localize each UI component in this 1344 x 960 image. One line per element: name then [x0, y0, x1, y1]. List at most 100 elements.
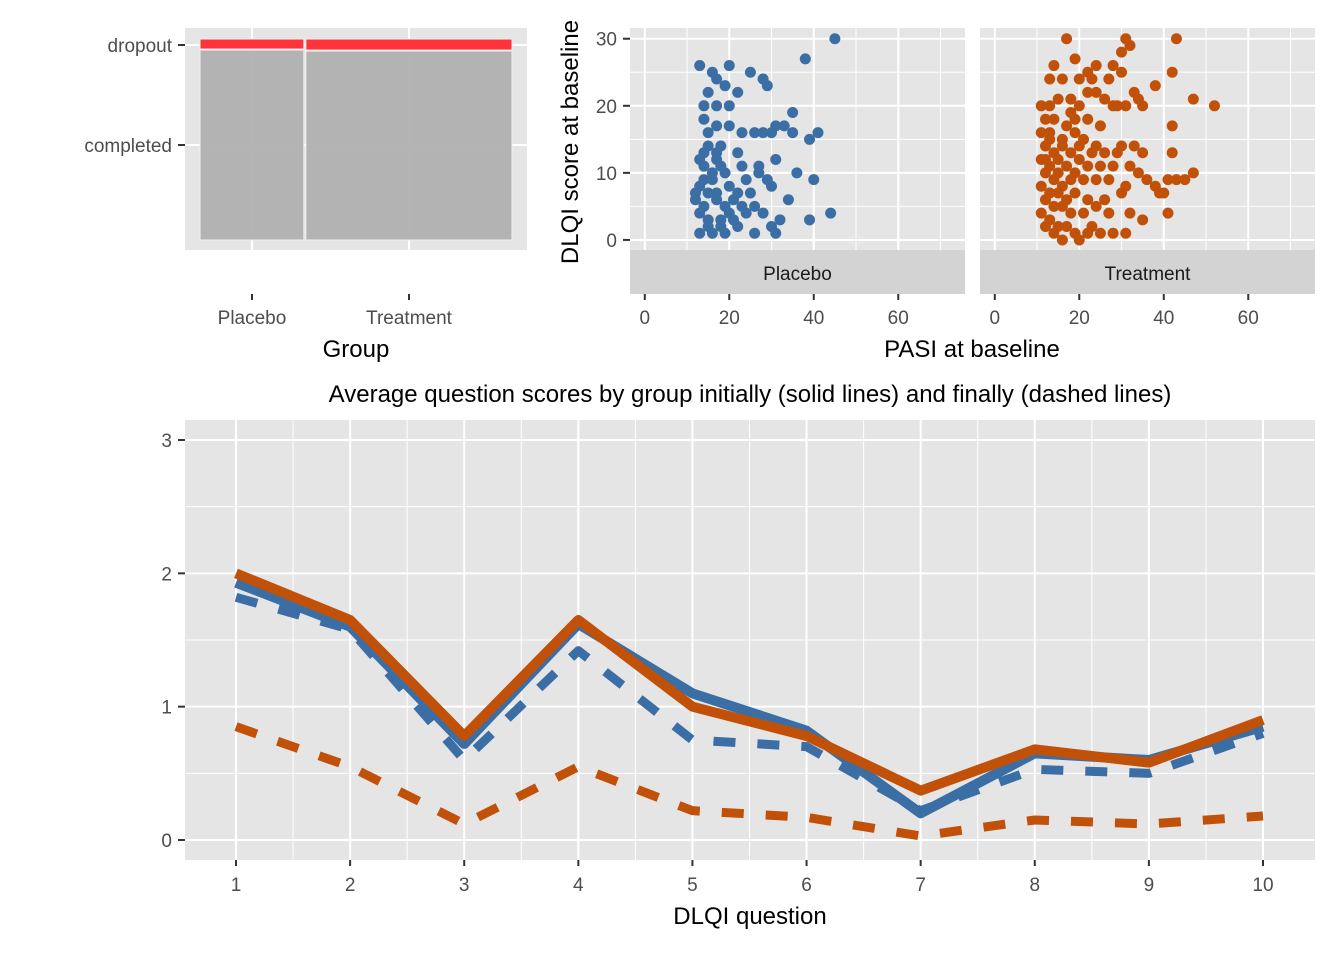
- point-treatment: [1107, 60, 1119, 72]
- point-placebo: [744, 187, 756, 199]
- point-treatment: [1116, 66, 1128, 78]
- point-treatment: [1065, 107, 1077, 119]
- point-placebo: [812, 127, 824, 139]
- point-treatment: [1170, 174, 1182, 186]
- point-treatment: [1073, 234, 1085, 246]
- point-placebo: [723, 180, 735, 192]
- x-tick-label: 0: [989, 308, 1000, 329]
- point-treatment: [1166, 147, 1178, 159]
- point-placebo: [770, 227, 782, 239]
- point-placebo: [689, 187, 701, 199]
- point-treatment: [1166, 120, 1178, 132]
- x-tick-label: 1: [231, 875, 242, 896]
- point-treatment: [1052, 167, 1064, 179]
- point-treatment: [1094, 160, 1106, 172]
- y-tick-label: 10: [596, 164, 617, 185]
- point-treatment: [1149, 80, 1161, 92]
- point-placebo: [723, 60, 735, 72]
- x-tick-label: 0: [639, 308, 650, 329]
- point-treatment: [1132, 167, 1144, 179]
- point-treatment: [1086, 73, 1098, 85]
- x-tick-label: 60: [1238, 308, 1259, 329]
- point-treatment: [1048, 200, 1060, 212]
- point-treatment: [1116, 46, 1128, 58]
- point-placebo: [757, 127, 769, 139]
- point-treatment: [1035, 207, 1047, 219]
- point-treatment: [1073, 153, 1085, 165]
- point-treatment: [1052, 93, 1064, 105]
- point-treatment: [1187, 167, 1199, 179]
- x-tick-label: 40: [1153, 308, 1174, 329]
- point-treatment: [1077, 207, 1089, 219]
- point-placebo: [787, 127, 799, 139]
- point-placebo: [770, 153, 782, 165]
- point-placebo: [766, 180, 778, 192]
- scatter-x-axis-title: PASI at baseline: [884, 336, 1060, 363]
- point-treatment: [1061, 120, 1073, 132]
- completed-bar-treatment: [305, 50, 513, 241]
- point-placebo: [808, 174, 820, 186]
- point-placebo: [774, 214, 786, 226]
- point-treatment: [1077, 174, 1089, 186]
- point-treatment: [1048, 227, 1060, 239]
- point-treatment: [1065, 93, 1077, 105]
- point-treatment: [1166, 66, 1178, 78]
- point-placebo: [698, 160, 710, 172]
- point-placebo: [791, 167, 803, 179]
- point-treatment: [1107, 227, 1119, 239]
- y-tick-label: 2: [161, 564, 172, 585]
- point-placebo: [702, 86, 714, 98]
- completed-bar-placebo: [199, 49, 305, 241]
- point-treatment: [1103, 207, 1115, 219]
- line-treatment-initial: [234, 568, 1265, 796]
- point-treatment: [1048, 113, 1060, 125]
- point-treatment: [1090, 60, 1102, 72]
- point-treatment: [1039, 153, 1051, 165]
- point-treatment: [1039, 221, 1051, 233]
- facet-label: Placebo: [763, 264, 832, 285]
- point-treatment: [1208, 100, 1220, 112]
- x-tick-label: 4: [573, 875, 584, 896]
- y-tick-label: 0: [606, 231, 617, 252]
- point-placebo: [740, 174, 752, 186]
- point-placebo: [732, 147, 744, 159]
- point-treatment: [1137, 100, 1149, 112]
- x-tick-label: Placebo: [218, 308, 287, 329]
- point-placebo: [749, 127, 761, 139]
- mosaic-x-axis-title: Group: [323, 336, 390, 363]
- point-placebo: [702, 187, 714, 199]
- point-placebo: [719, 80, 731, 92]
- x-tick-label: 20: [719, 308, 740, 329]
- point-treatment: [1044, 100, 1056, 112]
- point-treatment: [1035, 180, 1047, 192]
- point-treatment: [1124, 39, 1136, 51]
- x-tick-label: 3: [459, 875, 470, 896]
- y-tick-label: 3: [161, 431, 172, 452]
- dropout-bar-treatment: [305, 38, 513, 51]
- point-treatment: [1094, 227, 1106, 239]
- line-x-axis-title: DLQI question: [673, 903, 826, 930]
- point-treatment: [1116, 140, 1128, 152]
- point-treatment: [1035, 127, 1047, 139]
- dropout-bar-placebo: [199, 38, 305, 50]
- point-placebo: [698, 147, 710, 159]
- point-treatment: [1069, 127, 1081, 139]
- point-treatment: [1082, 113, 1094, 125]
- point-treatment: [1120, 227, 1132, 239]
- point-treatment: [1061, 33, 1073, 45]
- x-tick-label: 20: [1069, 308, 1090, 329]
- point-placebo: [829, 33, 841, 45]
- x-tick-label: 60: [888, 308, 909, 329]
- point-treatment: [1103, 73, 1115, 85]
- x-tick-label: 8: [1029, 875, 1040, 896]
- point-treatment: [1141, 174, 1153, 186]
- point-treatment: [1073, 73, 1085, 85]
- point-placebo: [732, 86, 744, 98]
- point-treatment: [1082, 194, 1094, 206]
- point-placebo: [749, 227, 761, 239]
- point-treatment: [1099, 194, 1111, 206]
- point-placebo: [804, 214, 816, 226]
- point-treatment: [1052, 153, 1064, 165]
- point-placebo: [753, 167, 765, 179]
- point-placebo: [711, 73, 723, 85]
